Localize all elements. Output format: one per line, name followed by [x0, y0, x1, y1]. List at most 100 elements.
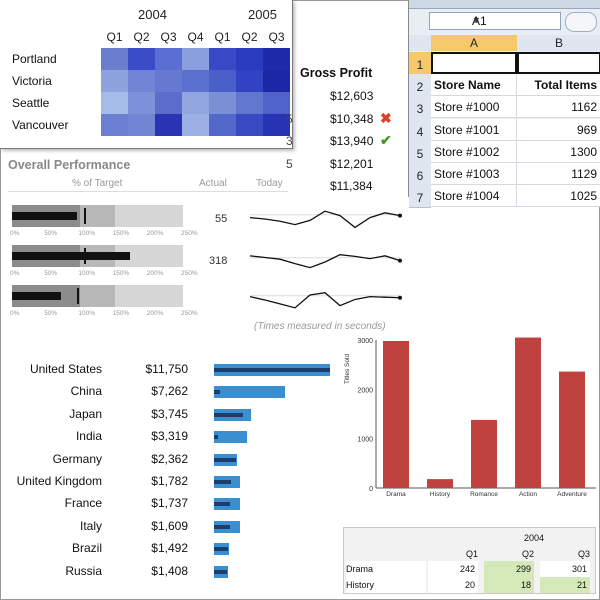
- bullet-target-marker: [83, 208, 86, 224]
- cell[interactable]: Store #1003: [431, 163, 517, 185]
- heatmap-panel: 2004 2005 Q1 Q2 Q3 Q4 Q1 Q2 Q3 Portland Victoria…: [0, 0, 293, 149]
- divider: [8, 191, 288, 192]
- bullet-tick-label: 0%: [10, 310, 20, 317]
- bullet-band-mid: [80, 285, 115, 307]
- heatmap-cell: [236, 70, 263, 92]
- pivot-table: 2004 Q1 Q2 Q3 Drama 242 299 301 History 20 18 21: [343, 527, 596, 594]
- row-header[interactable]: 6: [409, 163, 431, 187]
- table-cell: 242: [428, 561, 478, 577]
- heatmap-cell: [101, 92, 128, 114]
- heatmap-cell: [209, 114, 236, 136]
- cell[interactable]: 1129: [517, 163, 600, 185]
- y-tick-label: 1000: [357, 437, 373, 444]
- cell[interactable]: 969: [517, 118, 600, 141]
- y-tick-label: 0: [369, 486, 373, 493]
- country-value: $1,782: [151, 474, 188, 488]
- column-header[interactable]: B: [517, 35, 600, 51]
- gross-profit-value: $13,940: [330, 134, 374, 148]
- heatmap-year-label: 2005: [248, 7, 277, 22]
- formula-button[interactable]: [565, 12, 597, 32]
- y-tick-label: 2000: [357, 387, 373, 394]
- row-header[interactable]: 5: [409, 140, 431, 164]
- active-cell[interactable]: [431, 52, 517, 74]
- heatmap-quarter-label: Q3: [268, 30, 285, 44]
- row-header[interactable]: 1: [409, 52, 431, 76]
- column-header[interactable]: A: [431, 35, 518, 51]
- row-header[interactable]: 7: [409, 185, 431, 209]
- heatmap-cell: [101, 70, 128, 92]
- bullet-bar: [12, 252, 130, 260]
- clipped-digit: 5: [286, 111, 293, 126]
- row-header[interactable]: 2: [409, 74, 431, 98]
- table-quarter-header: Q2: [521, 549, 534, 559]
- country-name: Japan: [69, 406, 102, 421]
- heatmap-quarter-label: Q1: [214, 30, 231, 44]
- row-header[interactable]: 4: [409, 118, 431, 142]
- heatmap-row-label: Portland: [12, 52, 57, 66]
- cell[interactable]: Store #1000: [431, 96, 517, 119]
- cell[interactable]: Store #1001: [431, 118, 517, 141]
- country-name: United Kingdom: [16, 474, 102, 488]
- bullet-band-high: [114, 285, 183, 307]
- heatmap-quarter-label: Q2: [241, 30, 258, 44]
- header-cell[interactable]: Store Name: [431, 74, 517, 97]
- cell[interactable]: Store #1002: [431, 140, 517, 163]
- cell[interactable]: 1025: [517, 185, 600, 208]
- gross-profit-value: $10,348: [330, 111, 374, 126]
- x-tick-label: Drama: [386, 491, 406, 498]
- corner-select-all[interactable]: [409, 35, 432, 51]
- table-year-header: 2004: [524, 533, 545, 543]
- heatmap-cell: [182, 48, 209, 70]
- heatmap-year-label: 2004: [138, 7, 167, 22]
- chevron-down-icon[interactable]: ▼: [472, 15, 481, 25]
- heatmap-row-label: Victoria: [12, 74, 52, 88]
- heatmap-cell: [155, 114, 182, 136]
- bullet-tick-label: 100%: [78, 270, 96, 277]
- heatmap-cell: [263, 114, 290, 136]
- row-header[interactable]: 3: [409, 96, 431, 120]
- bullet-tick-label: 250%: [181, 270, 198, 277]
- country-sales-bar: [214, 457, 236, 462]
- ribbon-strip: [409, 0, 600, 9]
- spreadsheet-window[interactable]: A1 ▼ A B 1 2 Store Name Total Items 3 Store #10…: [408, 0, 600, 209]
- table-row-label: History: [346, 577, 426, 593]
- sparkline: [250, 292, 401, 309]
- target-column-label: % of Target: [72, 178, 123, 189]
- heatmap-quarter-label: Q3: [160, 30, 177, 44]
- country-value: $2,362: [151, 451, 188, 466]
- country-name: Germany: [52, 451, 102, 466]
- bullet-tick-label: 200%: [146, 230, 164, 237]
- y-axis-title: Titles Sold: [344, 354, 351, 384]
- table-cell: 21: [540, 577, 590, 593]
- bullet-band-high: [114, 205, 183, 227]
- cell[interactable]: Store #1004: [431, 185, 517, 208]
- country-name: Brazil: [71, 541, 102, 556]
- bar: [559, 371, 585, 488]
- country-sales-bar: [214, 547, 228, 552]
- heatmap-cell: [209, 92, 236, 114]
- bullet-bar: [12, 212, 77, 220]
- country-sales-bar: [214, 412, 243, 417]
- name-box[interactable]: A1 ▼: [429, 12, 561, 30]
- country-value: $1,492: [151, 541, 188, 556]
- bullet-bar: [12, 292, 62, 300]
- country-sales-bar: [214, 435, 219, 440]
- country-value: $11,750: [145, 362, 189, 376]
- heatmap-quarter-label: Q4: [187, 30, 204, 44]
- country-name: Russia: [65, 563, 102, 578]
- heatmap-cell: [155, 92, 182, 114]
- country-value: $1,737: [151, 496, 188, 511]
- active-cell[interactable]: [517, 52, 600, 74]
- bullet-tick-label: 0%: [10, 230, 20, 237]
- cell[interactable]: 1162: [517, 96, 600, 119]
- cell[interactable]: 1300: [517, 140, 600, 163]
- sparkline-endpoint: [398, 258, 402, 263]
- performance-title: Overall Performance: [8, 158, 131, 172]
- heatmap-cell: [182, 70, 209, 92]
- actual-value: 55: [215, 213, 228, 225]
- bullet-tick-label: 50%: [44, 310, 58, 317]
- header-cell[interactable]: Total Items: [517, 74, 600, 97]
- heatmap-row-label: Vancouver: [12, 118, 69, 132]
- table-cell: 18: [484, 577, 534, 593]
- country-value: $1,609: [151, 518, 188, 533]
